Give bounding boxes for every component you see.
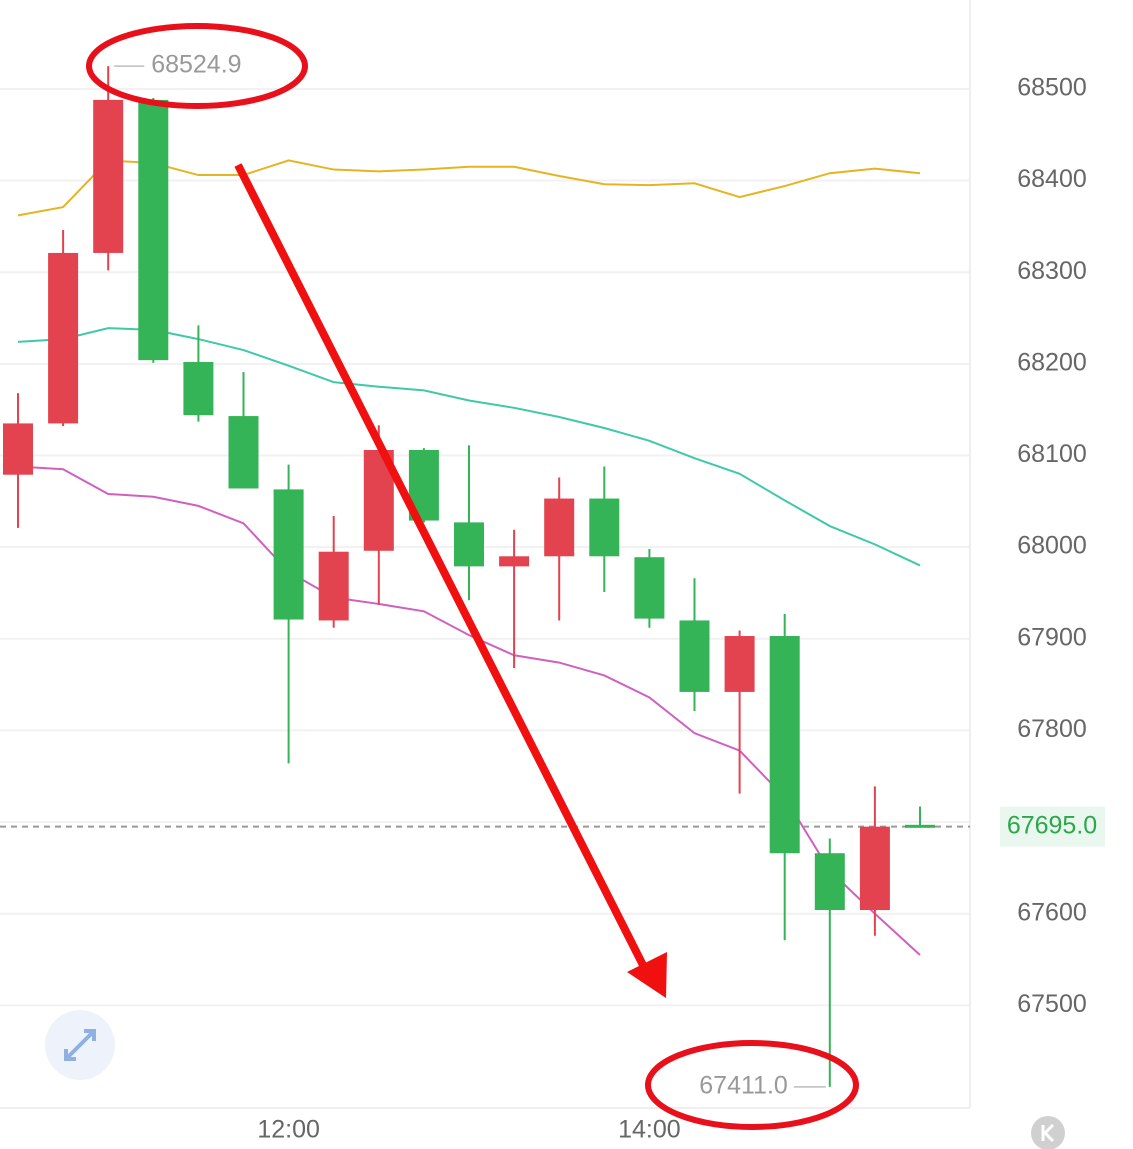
- y-tick-label: 68300: [1017, 257, 1087, 285]
- x-tick-label: 14:00: [618, 1116, 681, 1144]
- x-tick-label: 12:00: [257, 1116, 320, 1144]
- y-tick-label: 68100: [1017, 440, 1087, 468]
- candle-body: [3, 423, 33, 475]
- candle-body: [724, 636, 755, 692]
- y-tick-label: 67500: [1017, 990, 1087, 1018]
- y-tick-label: 67900: [1017, 623, 1087, 651]
- data-layer: [0, 66, 970, 1087]
- candle-body: [318, 551, 349, 621]
- last-price-box: [1000, 806, 1105, 847]
- candle-body: [814, 853, 845, 911]
- candle-body: [138, 99, 169, 361]
- candle-body: [454, 522, 484, 567]
- y-tick-label: 68500: [1017, 74, 1087, 102]
- candle-body: [679, 620, 710, 692]
- candle-body: [634, 557, 665, 619]
- annotation-label: 68524.9: [151, 51, 241, 79]
- ma-line: [17, 159, 921, 217]
- y-tick-label: 67600: [1017, 898, 1087, 926]
- y-tick-label: 68400: [1017, 165, 1087, 193]
- candle-body: [769, 636, 800, 854]
- y-tick-label: 68200: [1017, 348, 1087, 376]
- candle-body: [93, 99, 124, 253]
- candle-body: [273, 489, 304, 620]
- y-tick-label: 68000: [1017, 532, 1087, 560]
- expand-icon: [64, 1029, 96, 1061]
- ma-line: [17, 327, 921, 567]
- grid-layer: [0, 87, 970, 1007]
- text-layer: 6750067600677006780067900680006810068200…: [114, 51, 1105, 1144]
- trend-arrow: [234, 163, 652, 977]
- candle-body: [183, 362, 214, 416]
- ma-line: [17, 465, 921, 956]
- candle-body: [589, 498, 620, 557]
- highlight-ellipse: [645, 1040, 859, 1130]
- k-icon: [1041, 1123, 1055, 1143]
- candle-body: [228, 416, 259, 489]
- candle-body: [905, 824, 935, 828]
- annotation-label: 67411.0: [699, 1072, 788, 1100]
- last-price-label: 67695.0: [1007, 811, 1097, 839]
- candle-body: [544, 498, 575, 557]
- trend-arrow-head: [627, 952, 667, 998]
- candle-body: [499, 556, 530, 567]
- k-button[interactable]: [1031, 1116, 1065, 1149]
- highlight-ellipse: [86, 23, 308, 109]
- candle-body: [48, 252, 79, 424]
- candle-body: [859, 826, 890, 911]
- y-tick-label: 67800: [1017, 715, 1087, 743]
